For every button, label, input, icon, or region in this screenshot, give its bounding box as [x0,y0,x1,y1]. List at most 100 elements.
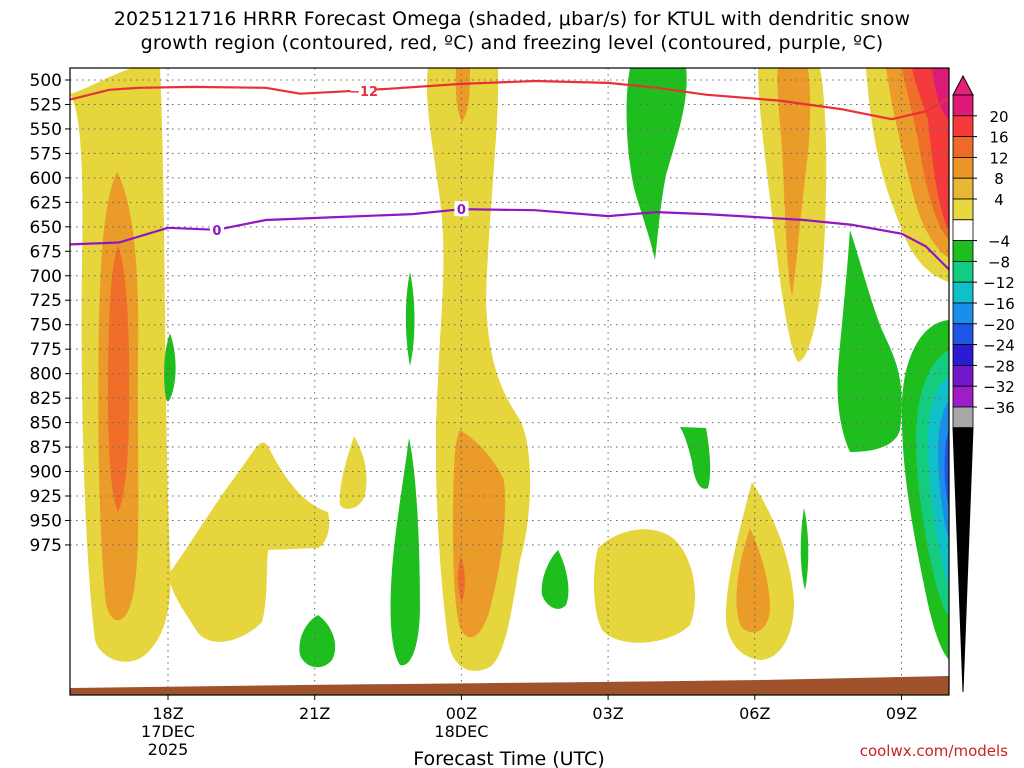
omega-descent-08z [837,230,902,452]
plot-frame [69,67,950,696]
colorbar-top-arrow [952,74,974,96]
colorbar-segment [952,94,974,117]
colorbar: 20 16 12 8 4 −4 −8 −12 −16 −20 −24 −28 −32 −36 [952,74,1015,693]
x-axis-label: Forecast Time (UTC) [413,748,604,768]
contour-dendritic-snow-growth-minus12 [70,79,949,121]
y-tick-label: 750 [30,316,62,336]
y-tick-label: 825 [30,389,62,409]
contour-label-background [209,221,224,237]
omega-ascent-column-00z-lower-core [452,430,506,638]
x-tick-date-label: 17DEC [141,722,195,741]
grid-lines [70,68,949,695]
y-tick-label: 925 [30,487,62,507]
omega-descent-small-01z [541,550,569,609]
chart-title-line-2: growth region (contoured, red, ºC) and f… [140,32,884,54]
y-tick-label: 900 [30,463,62,483]
omega-ascent-03z-cell [593,529,695,643]
y-axis: 500 525 550 575 600 625 650 675 700 725 750 775 800 8… [30,71,70,556]
colorbar-label: 8 [994,170,1004,188]
x-tick-date-label: 18DEC [434,722,488,741]
y-tick-label: 500 [30,71,62,91]
contour-label: −12 [349,85,378,100]
y-tick-label: 650 [30,218,62,238]
y-tick-label: 775 [30,340,62,360]
colorbar-label: −24 [983,337,1015,355]
colorbar-segment [952,156,974,179]
colorbar-label: −36 [983,399,1015,417]
omega-ascent-lowlevel-lobe [168,442,330,642]
omega-shading [70,68,949,695]
colorbar-label: 16 [989,129,1008,147]
colorbar-segment [952,198,974,221]
colorbar-label: 12 [989,149,1008,167]
colorbar-bottom-arrow [952,427,974,693]
omega-descent-surface-21z [299,615,336,668]
colorbar-segment [952,302,974,325]
contour-label-background [454,201,469,217]
omega-ascent-column-00z-upper-core [455,68,470,122]
colorbar-label: 20 [989,108,1008,126]
colorbar-label: −28 [983,357,1015,375]
colorbar-label: −8 [988,253,1010,271]
y-tick-label: 575 [30,144,62,164]
colorbar-segment [952,260,974,283]
colorbar-segment [952,136,974,158]
x-tick-year-label: 2025 [148,740,189,759]
credit-text: coolwx.com/models [859,742,1008,760]
contour-freezing-level-0 [70,208,949,272]
contour-label: 0 [457,203,466,218]
contour-label: 0 [212,224,221,239]
colorbar-label: −16 [983,295,1015,313]
x-tick-label: 03Z [592,704,623,723]
omega-descent-small-18z [164,333,176,402]
x-tick-label: 09Z [886,704,917,723]
y-tick-label: 725 [30,291,62,311]
omega-descent-right-edge-lightblue [938,400,949,540]
y-tick-label: 550 [30,120,62,140]
contour-label-background [350,82,377,98]
chart-title-line-1: 2025121716 HRRR Forecast Omega (shaded, … [113,8,911,30]
y-tick-label: 600 [30,169,62,189]
colorbar-segment [952,344,974,366]
x-tick-label: 06Z [739,704,770,723]
omega-descent-thin-07z [800,508,809,590]
x-tick-label: 18Z [152,704,183,723]
omega-descent-small-23z [405,272,415,366]
x-tick-label: 00Z [446,704,477,723]
y-tick-label: 850 [30,414,62,434]
colorbar-segment [952,323,974,345]
colorbar-label: −20 [983,316,1015,334]
y-tick-label: 875 [30,438,62,458]
omega-ascent-right-edge-peak [932,68,949,120]
x-tick-label: 21Z [299,704,330,723]
omega-descent-right-edge-blue [944,428,949,508]
omega-ascent-small-cell [339,436,367,509]
colorbar-segment [952,364,974,387]
y-tick-label: 950 [30,511,62,531]
omega-ascent-right-edge-max [912,68,949,230]
omega-descent-small-04z [680,427,711,489]
colorbar-segment [952,385,974,408]
terrain-below-ground [70,676,949,695]
y-tick-label: 975 [30,536,62,556]
colorbar-segment [952,177,974,200]
omega-descent-low-23z [390,438,420,666]
y-tick-label: 700 [30,267,62,287]
colorbar-segment [952,281,974,304]
y-tick-label: 525 [30,95,62,115]
omega-ascent-column-17z-max [108,245,130,512]
colorbar-segment [952,219,974,242]
contour-lines: −12 0 0 [70,79,949,272]
colorbar-label: −4 [988,233,1010,251]
colorbar-label: 4 [994,191,1004,209]
omega-descent-upper-03z [626,68,687,260]
y-tick-label: 675 [30,242,62,262]
colorbar-segment [952,115,974,138]
y-tick-label: 625 [30,193,62,213]
colorbar-segment [952,240,974,262]
y-tick-label: 800 [30,365,62,385]
colorbar-segment [952,406,974,429]
colorbar-label: −32 [983,378,1015,396]
colorbar-label: −12 [983,274,1015,292]
